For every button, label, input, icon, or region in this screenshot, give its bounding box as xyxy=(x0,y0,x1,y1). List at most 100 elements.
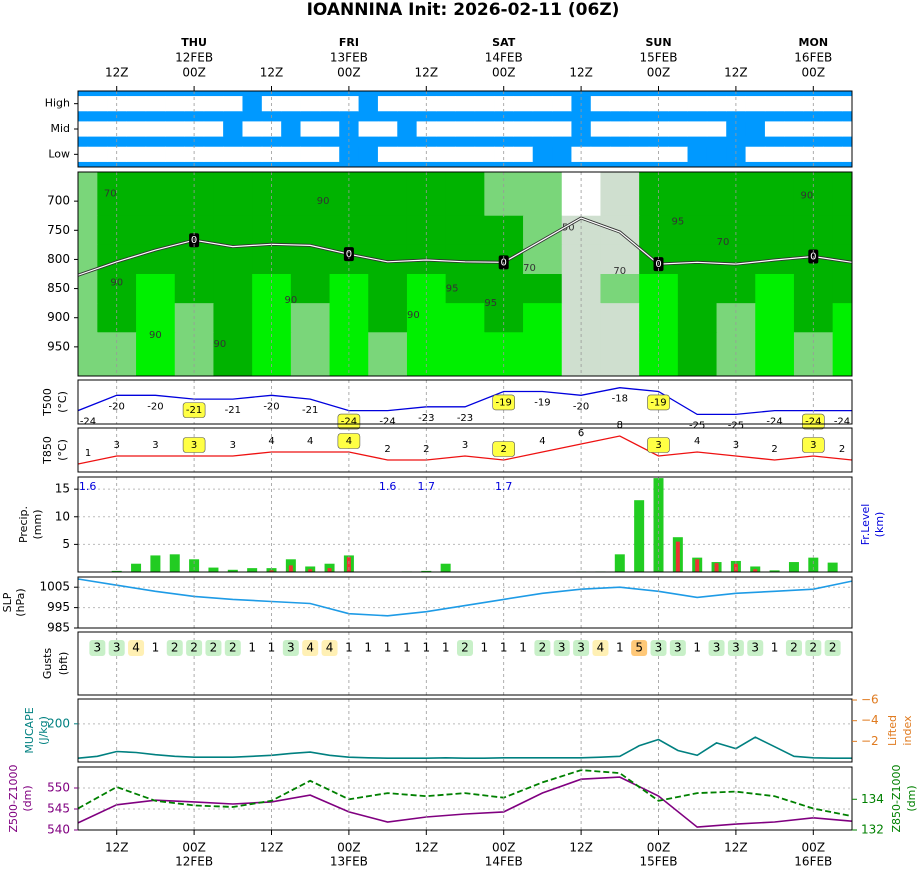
precip-bar xyxy=(827,562,838,572)
temperature-line xyxy=(78,387,852,416)
cloud-cell xyxy=(126,146,147,162)
gust-label: 2 xyxy=(461,641,469,655)
cloud-cell xyxy=(687,121,708,137)
cloud-cell xyxy=(532,96,553,112)
value-label-box xyxy=(647,394,670,411)
gust-label: 3 xyxy=(577,641,585,655)
cloud-cell xyxy=(242,146,263,162)
value-label: -24 xyxy=(766,417,782,428)
cloud-cell xyxy=(358,96,379,112)
gust-box xyxy=(282,640,299,656)
cloud-cell xyxy=(281,146,301,162)
gust-box xyxy=(785,640,802,656)
rh-cell xyxy=(755,172,795,217)
gust-label: 3 xyxy=(713,641,721,655)
x-day-label: FRI xyxy=(339,36,359,49)
value-label-box xyxy=(492,394,516,411)
cloud-cell xyxy=(822,146,843,162)
x-tick-label: 00Z xyxy=(182,66,206,80)
rh-cell xyxy=(290,303,331,333)
rh-cell xyxy=(600,244,640,275)
rh-cell xyxy=(600,332,640,376)
gust-box xyxy=(186,640,203,656)
rh-cell xyxy=(755,332,795,376)
value-label: 3 xyxy=(152,440,158,451)
panel-frame xyxy=(77,476,853,573)
cloud-cell xyxy=(784,146,805,162)
cloud-cell xyxy=(648,146,669,162)
rh-cell xyxy=(677,274,718,304)
value-label: 4 xyxy=(694,436,700,447)
rh-cell xyxy=(213,303,253,333)
value-label: -24 xyxy=(80,417,96,428)
gust-label: 2 xyxy=(171,641,179,655)
y-axis-label: (bft) xyxy=(57,652,70,676)
x-tick-label: 00Z xyxy=(802,841,826,855)
gust-label: 1 xyxy=(345,641,353,655)
y-tick-label: 15 xyxy=(55,482,70,496)
rh-cell xyxy=(523,332,563,376)
rh-cell xyxy=(755,303,795,333)
y-axis-label: (hPa) xyxy=(14,588,27,616)
rh-cell xyxy=(755,215,795,246)
precip-bar xyxy=(346,557,351,572)
series-line xyxy=(78,776,852,828)
gust-label: 2 xyxy=(790,641,798,655)
gust-label: 2 xyxy=(229,641,237,655)
cloud-cell xyxy=(668,121,688,137)
rh-cell xyxy=(78,244,98,275)
rh-cell xyxy=(523,172,563,217)
isotherm-label: 0 xyxy=(346,249,352,260)
precip-bar xyxy=(753,569,758,572)
gust-box xyxy=(263,640,280,656)
y-tick-label: 750 xyxy=(47,223,70,237)
cloud-cell xyxy=(203,96,224,112)
cloud-cell xyxy=(377,121,398,137)
value-label: 2 xyxy=(771,444,777,455)
rh-cell xyxy=(368,172,408,217)
freezing-level-label: 1.6 xyxy=(379,480,397,493)
panel-frame xyxy=(77,171,853,377)
gust-label: 3 xyxy=(113,641,121,655)
gust-label: 4 xyxy=(132,641,140,655)
precip-bar xyxy=(208,567,219,572)
x-date-label: 13FEB xyxy=(330,51,368,65)
value-label: 4 xyxy=(539,436,545,447)
y-tick-label: 995 xyxy=(47,600,70,614)
y-axis-label: (mm) xyxy=(31,509,44,539)
x-tick-label: 00Z xyxy=(802,66,826,80)
value-label: 6 xyxy=(578,428,584,439)
rh-cell xyxy=(832,172,852,217)
rh-cell xyxy=(213,172,253,217)
x-tick-label: 00Z xyxy=(492,841,516,855)
y2-axis-label: Fr.Level xyxy=(859,504,872,546)
x-day-label: SAT xyxy=(492,36,516,49)
y-tick-label: 545 xyxy=(47,802,70,816)
value-label: -24 xyxy=(379,417,395,428)
cloud-cell xyxy=(590,121,611,137)
y-axis-label: T850 xyxy=(41,436,54,465)
rh-cell xyxy=(213,215,253,246)
chart-title: IOANNINA Init: 2026-02-11 (06Z) xyxy=(307,0,620,20)
cloud-cell xyxy=(706,121,727,137)
precip-bar xyxy=(189,559,200,572)
rh-cell xyxy=(832,332,852,376)
rh-cell xyxy=(78,303,98,333)
value-label: -19 xyxy=(534,397,550,408)
gust-label: 1 xyxy=(422,641,430,655)
value-label: -24 xyxy=(341,417,357,428)
gust-box xyxy=(360,640,377,656)
cloud-cell xyxy=(610,146,630,162)
cloud-cell xyxy=(107,146,127,162)
rh-cell xyxy=(600,172,640,217)
cloud-cell xyxy=(223,121,243,137)
x-day-label: SUN xyxy=(645,36,671,49)
x-date-label: 15FEB xyxy=(640,855,678,869)
cloud-cell xyxy=(764,146,785,162)
y-axis-label: Precip. xyxy=(17,506,30,543)
y2-tick-label: −4 xyxy=(861,713,879,727)
precip-bar xyxy=(324,563,335,572)
cloud-cell xyxy=(552,96,572,112)
x-tick-label: 12Z xyxy=(105,66,129,80)
rh-cell xyxy=(600,303,640,333)
